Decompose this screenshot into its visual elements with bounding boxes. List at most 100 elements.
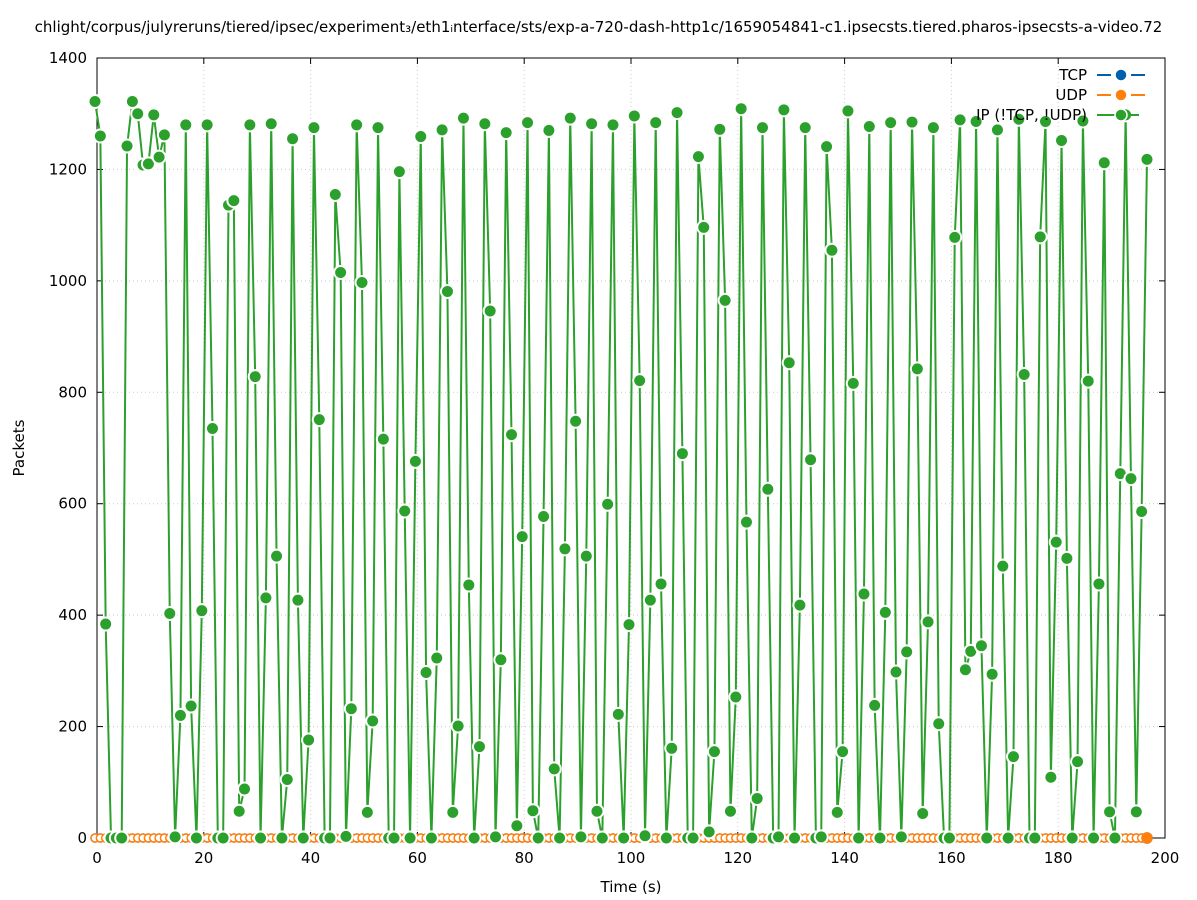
- data-point-ip: [979, 830, 995, 846]
- data-point-ip: [616, 830, 632, 846]
- data-point-ip: [1011, 111, 1027, 127]
- data-point-ip: [156, 127, 172, 143]
- y-tick-label: 200: [58, 718, 87, 736]
- legend: TCP UDP IP (!TCP, !UDP): [976, 66, 1145, 124]
- data-point-ip: [365, 713, 381, 729]
- data-point-ip: [557, 541, 573, 557]
- data-point-ip: [1091, 576, 1107, 592]
- data-point-ip: [733, 101, 749, 117]
- data-point-ip: [124, 93, 140, 109]
- data-point-ip: [520, 115, 536, 131]
- data-point-ip: [819, 139, 835, 155]
- data-point-ip: [1139, 151, 1155, 167]
- data-point-ip: [167, 829, 183, 845]
- data-point-ip: [354, 275, 370, 291]
- data-point-ip: [541, 122, 557, 138]
- y-tick-label: 1000: [49, 272, 87, 290]
- data-point-ip: [552, 830, 568, 846]
- data-point-ip: [1102, 804, 1118, 820]
- axis-ticks: 0 20 40 60 80 100 120 140 160 180 200 0 200 400 600 800…: [49, 49, 1180, 867]
- x-tick-label: 200: [1151, 849, 1180, 867]
- data-point-ip: [466, 830, 482, 846]
- data-point-ip: [578, 548, 594, 564]
- data-point-ip: [797, 120, 813, 136]
- data-point-ip: [215, 830, 231, 846]
- data-point-ip: [295, 830, 311, 846]
- data-point-ip: [375, 431, 391, 447]
- data-point-ip: [178, 117, 194, 133]
- series-ip: [87, 93, 1155, 846]
- data-point-ip: [883, 115, 899, 131]
- data-point-ip: [637, 828, 653, 844]
- data-point-ip: [509, 818, 525, 834]
- data-point-ip: [119, 138, 135, 154]
- data-point-ip: [306, 120, 322, 136]
- data-point-ip: [856, 586, 872, 602]
- data-point-ip: [237, 781, 253, 797]
- data-point-ip: [504, 427, 520, 443]
- data-point-ip: [813, 829, 829, 845]
- data-point-ip: [482, 303, 498, 319]
- data-point-ip: [450, 718, 466, 734]
- data-point-ip: [183, 698, 199, 714]
- data-point-ip: [749, 790, 765, 806]
- data-point-ip: [1128, 804, 1144, 820]
- data-point-ip: [872, 830, 888, 846]
- data-point-ip: [1096, 155, 1112, 171]
- data-point-ip: [140, 156, 156, 172]
- data-point-ip: [311, 412, 327, 428]
- data-point-ip: [1043, 769, 1059, 785]
- data-point-ip: [995, 558, 1011, 574]
- data-point-ip: [600, 496, 616, 512]
- data-point-ip: [1048, 534, 1064, 550]
- legend-label-tcp: TCP: [1058, 66, 1087, 84]
- data-point-ip: [738, 514, 754, 530]
- data-point-ip: [674, 446, 690, 462]
- data-point-ip: [701, 824, 717, 840]
- data-point-ip: [658, 830, 674, 846]
- data-point-ip: [397, 503, 413, 519]
- data-point-ip: [402, 830, 418, 846]
- data-point-ip: [690, 149, 706, 165]
- data-point-ip: [461, 577, 477, 593]
- data-point-ip: [1134, 504, 1150, 520]
- data-point-ip: [925, 120, 941, 136]
- data-point-ip: [445, 804, 461, 820]
- data-point-ip: [696, 219, 712, 235]
- data-point-ip: [1000, 830, 1016, 846]
- x-tick-label: 0: [92, 849, 102, 867]
- data-point-ip: [242, 117, 258, 133]
- data-point-ip: [525, 803, 541, 819]
- data-point-ip: [301, 732, 317, 748]
- data-point-ip: [824, 242, 840, 258]
- data-point-ip: [349, 117, 365, 133]
- data-point-ip: [1005, 749, 1021, 765]
- data-point-ip: [594, 830, 610, 846]
- legend-marker-tcp: [1114, 68, 1128, 82]
- data-point-ip: [92, 128, 108, 144]
- data-point-ip: [429, 650, 445, 666]
- data-point-ip: [984, 666, 1000, 682]
- x-tick-label: 140: [830, 849, 859, 867]
- data-point-ip: [653, 576, 669, 592]
- series-line-ip: [94, 97, 1148, 840]
- data-point-ip: [1038, 114, 1054, 130]
- data-point-ip: [488, 829, 503, 845]
- data-point-ip: [333, 265, 349, 280]
- data-point-ip: [151, 149, 167, 165]
- data-point-ip: [648, 115, 664, 131]
- data-point-ip: [455, 110, 471, 126]
- data-point-ip: [1086, 830, 1102, 846]
- data-point-ip: [968, 114, 984, 130]
- data-point-ip: [920, 614, 936, 630]
- data-point-ip: [1064, 830, 1080, 846]
- data-point-ip: [669, 105, 685, 121]
- data-point-ip: [840, 103, 856, 119]
- data-point-ip: [498, 125, 514, 141]
- data-point-ip: [530, 830, 546, 846]
- x-tick-label: 120: [723, 849, 752, 867]
- data-point-ip: [413, 129, 429, 145]
- data-point-ip: [568, 413, 584, 429]
- data-point-ip: [931, 716, 947, 732]
- data-point-ip: [263, 116, 279, 132]
